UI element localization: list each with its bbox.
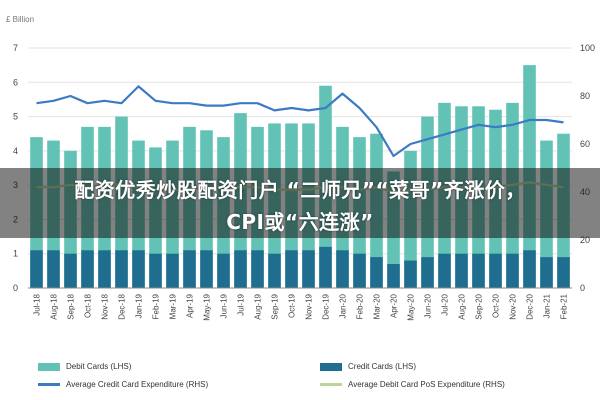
legend-item-avg-debit: Average Debit Card PoS Expenditure (RHS)	[320, 380, 505, 389]
bar-credit-cards	[47, 250, 60, 288]
bar-credit-cards	[506, 253, 519, 288]
bar-credit-cards	[115, 250, 128, 288]
x-tick-label: Sep-19	[271, 293, 280, 319]
bar-credit-cards	[319, 246, 332, 288]
y-left-unit-label: £ Billion	[6, 15, 34, 24]
bar-credit-cards	[149, 253, 162, 288]
bar-credit-cards	[234, 250, 247, 288]
legend-item-credit-cards: Credit Cards (LHS)	[320, 362, 416, 371]
bar-credit-cards	[132, 250, 145, 288]
bar-credit-cards	[489, 253, 502, 288]
bar-credit-cards	[472, 253, 485, 288]
x-tick-label: Oct-20	[492, 293, 501, 318]
bar-credit-cards	[438, 253, 451, 288]
x-tick-label: Jun-19	[220, 293, 229, 318]
x-tick-label: Apr-19	[186, 293, 195, 318]
x-tick-label: Dec-19	[322, 293, 331, 319]
x-tick-label: Jan-21	[543, 293, 552, 318]
y-right-tick-label: 80	[580, 91, 590, 101]
x-tick-label: Feb-20	[356, 293, 365, 319]
bar-credit-cards	[302, 250, 315, 288]
x-tick-label: May-19	[203, 293, 212, 320]
x-tick-label: Apr-20	[390, 293, 399, 318]
x-tick-label: Dec-18	[118, 293, 127, 319]
x-tick-label: Jul-18	[33, 293, 42, 315]
x-tick-label: Aug-18	[50, 293, 59, 319]
x-tick-label: Aug-19	[254, 293, 263, 319]
legend-label: Average Debit Card PoS Expenditure (RHS)	[348, 380, 505, 389]
legend-item-avg-credit: Average Credit Card Expenditure (RHS)	[38, 380, 208, 389]
x-tick-label: Mar-20	[373, 293, 382, 319]
legend-label: Credit Cards (LHS)	[348, 362, 417, 371]
y-left-tick-label: 6	[13, 77, 18, 87]
y-right-tick-label: 60	[580, 139, 590, 149]
x-tick-label: Feb-21	[560, 293, 569, 319]
overlay-headline-line2: CPI或“六连涨”	[226, 210, 374, 234]
legend-item-debit-cards: Debit Cards (LHS)	[38, 362, 131, 371]
y-right-tick-label: 20	[580, 235, 590, 245]
bar-credit-cards	[387, 264, 400, 288]
bar-credit-cards	[285, 250, 298, 288]
bar-credit-cards	[64, 253, 77, 288]
overlay-headline-line1: 配资优秀炒股配资门户 “二师兄”“菜哥”齐涨价，	[74, 178, 526, 202]
x-tick-label: Oct-19	[288, 293, 297, 318]
legend-label: Average Credit Card Expenditure (RHS)	[66, 380, 209, 389]
bar-credit-cards	[81, 250, 94, 288]
bar-credit-cards	[370, 257, 383, 288]
x-tick-label: May-20	[407, 293, 416, 320]
bar-credit-cards	[523, 250, 536, 288]
y-left-tick-label: 7	[13, 43, 18, 53]
legend-swatch-avg-credit	[38, 383, 60, 386]
x-tick-label: Jun-20	[424, 293, 433, 318]
bar-credit-cards	[540, 257, 553, 288]
y-right-tick-label: 0	[580, 283, 585, 293]
bar-credit-cards	[98, 250, 111, 288]
y-left-tick-label: 0	[13, 283, 18, 293]
overlay-banner: 配资优秀炒股配资门户 “二师兄”“菜哥”齐涨价， CPI或“六连涨”	[0, 168, 600, 238]
bar-credit-cards	[183, 250, 196, 288]
bar-credit-cards	[455, 253, 468, 288]
x-tick-label: Jan-19	[135, 293, 144, 318]
legend: Debit Cards (LHS) Credit Cards (LHS) Ave…	[0, 354, 600, 400]
y-left-tick-label: 5	[13, 112, 18, 122]
y-left-tick-label: 1	[13, 249, 18, 259]
x-tick-label: Feb-19	[152, 293, 161, 319]
legend-swatch-avg-debit	[320, 383, 342, 386]
x-tick-label: Mar-19	[169, 293, 178, 319]
line-avg-credit-card-expenditure	[36, 85, 564, 158]
legend-label: Debit Cards (LHS)	[66, 362, 132, 371]
legend-swatch-credit	[320, 362, 342, 371]
x-tick-label: Dec-20	[526, 293, 535, 319]
x-tick-label: Nov-19	[305, 293, 314, 319]
legend-swatch-debit	[38, 362, 60, 371]
bar-credit-cards	[217, 253, 230, 288]
bar-credit-cards	[166, 253, 179, 288]
x-tick-label: Jan-20	[339, 293, 348, 318]
bar-credit-cards	[336, 250, 349, 288]
bar-credit-cards	[200, 250, 213, 288]
bar-credit-cards	[421, 257, 434, 288]
x-tick-label: Nov-18	[101, 293, 110, 319]
bar-credit-cards	[251, 250, 264, 288]
x-tick-label: Sep-20	[475, 293, 484, 319]
x-tick-label: Jul-19	[237, 293, 246, 315]
x-tick-label: Nov-20	[509, 293, 518, 319]
bar-credit-cards	[268, 253, 281, 288]
x-tick-label: Sep-18	[67, 293, 76, 319]
bar-credit-cards	[404, 260, 417, 288]
y-left-tick-label: 4	[13, 146, 18, 156]
bar-credit-cards	[353, 253, 366, 288]
bar-credit-cards	[30, 250, 43, 288]
x-tick-label: Jul-20	[441, 293, 450, 315]
x-tick-label: Aug-20	[458, 293, 467, 319]
x-tick-label: Oct-18	[84, 293, 93, 318]
y-right-tick-label: 100	[580, 43, 595, 53]
bar-credit-cards	[557, 257, 570, 288]
